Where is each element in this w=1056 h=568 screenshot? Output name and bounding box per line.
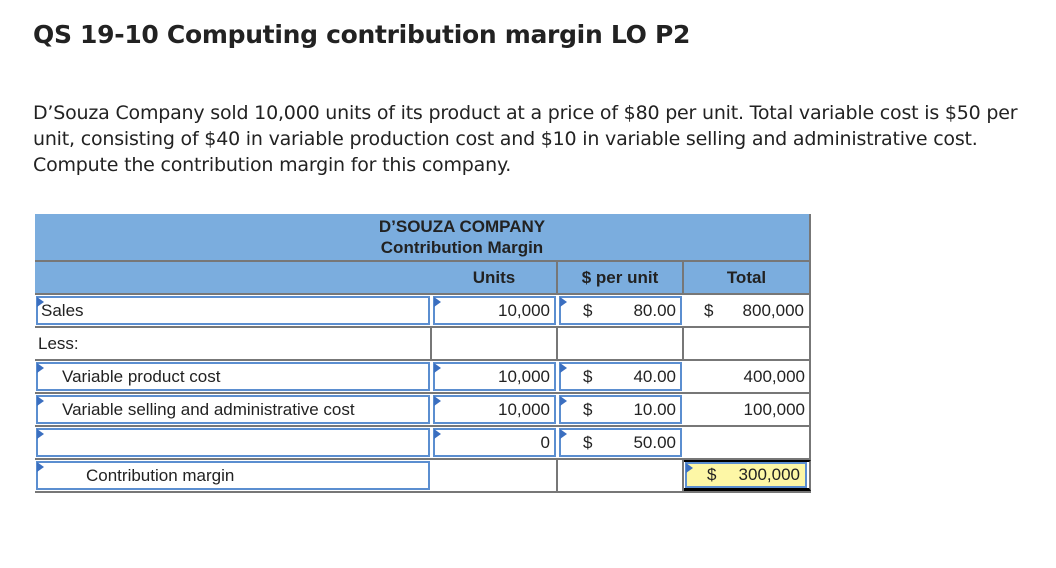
table-row-sales: Sales 10,000 $80.00 $800,000 (35, 295, 811, 328)
table-row-total-variable-cost: 0 $50.00 (35, 427, 811, 460)
units-input[interactable]: 0 (433, 428, 556, 457)
worksheet-header: D’SOUZA COMPANY Contribution Margin (35, 214, 811, 262)
per-unit-value: 80.00 (633, 300, 676, 320)
contribution-margin-total-cell: $300,000 (684, 460, 811, 491)
table-row-variable-product-cost: Variable product cost 10,000 $40.00 400,… (35, 361, 811, 394)
column-header-units: Units (432, 262, 558, 293)
per-unit-value: 10.00 (633, 399, 676, 419)
row-label-input[interactable]: Variable product cost (36, 362, 430, 391)
per-unit-input[interactable]: $80.00 (559, 296, 682, 325)
contribution-margin-worksheet: D’SOUZA COMPANY Contribution Margin Unit… (35, 214, 811, 493)
currency-symbol: $ (583, 300, 593, 320)
per-unit-cell (558, 460, 684, 491)
total-value (684, 427, 811, 458)
table-row-variable-selling-admin-cost: Variable selling and administrative cost… (35, 394, 811, 427)
per-unit-input[interactable]: $10.00 (559, 395, 682, 424)
currency-symbol: $ (704, 300, 714, 320)
currency-symbol: $ (583, 399, 593, 419)
table-row-contribution-margin: Contribution margin $300,000 (35, 460, 811, 493)
currency-symbol: $ (583, 432, 593, 452)
row-label: Variable selling and administrative cost (62, 399, 355, 419)
per-unit-value: 50.00 (633, 432, 676, 452)
total-value: 100,000 (684, 394, 811, 425)
table-row-less: Less: (35, 328, 811, 361)
company-name: D’SOUZA COMPANY (378, 217, 546, 236)
statement-name: Contribution Margin (380, 238, 544, 257)
per-unit-cell (558, 328, 684, 359)
question-title: QS 19-10 Computing contribution margin L… (33, 20, 691, 49)
row-label-input[interactable]: Sales (36, 296, 430, 325)
contribution-margin-total-value: 300,000 (738, 465, 800, 484)
units-cell (432, 328, 558, 359)
column-header-label (35, 262, 432, 293)
column-header-total: Total (684, 262, 811, 293)
row-label-input[interactable]: Variable selling and administrative cost (36, 395, 430, 424)
per-unit-input[interactable]: $40.00 (559, 362, 682, 391)
total-value: 400,000 (684, 361, 811, 392)
per-unit-input[interactable]: $50.00 (559, 428, 682, 457)
row-label: Variable product cost (62, 366, 221, 386)
row-label-input[interactable] (36, 428, 430, 457)
currency-symbol: $ (583, 366, 593, 386)
column-header-row: Units $ per unit Total (35, 262, 811, 295)
total-cell (684, 328, 811, 359)
total-value: $800,000 (684, 295, 811, 326)
total-amount: 800,000 (742, 300, 804, 320)
question-prompt: D’Souza Company sold 10,000 units of its… (33, 102, 1018, 176)
units-input[interactable]: 10,000 (433, 362, 556, 391)
units-input[interactable]: 10,000 (433, 296, 556, 325)
row-label-input[interactable]: Contribution margin (36, 461, 430, 490)
units-input[interactable]: 10,000 (433, 395, 556, 424)
per-unit-value: 40.00 (633, 366, 676, 386)
row-label: Contribution margin (86, 465, 235, 485)
units-cell (432, 460, 558, 491)
currency-symbol: $ (707, 465, 717, 484)
row-label: Less: (35, 328, 432, 359)
contribution-margin-total-input[interactable]: $300,000 (685, 462, 807, 488)
row-label: Sales (41, 300, 84, 320)
column-header-per-unit: $ per unit (558, 262, 684, 293)
